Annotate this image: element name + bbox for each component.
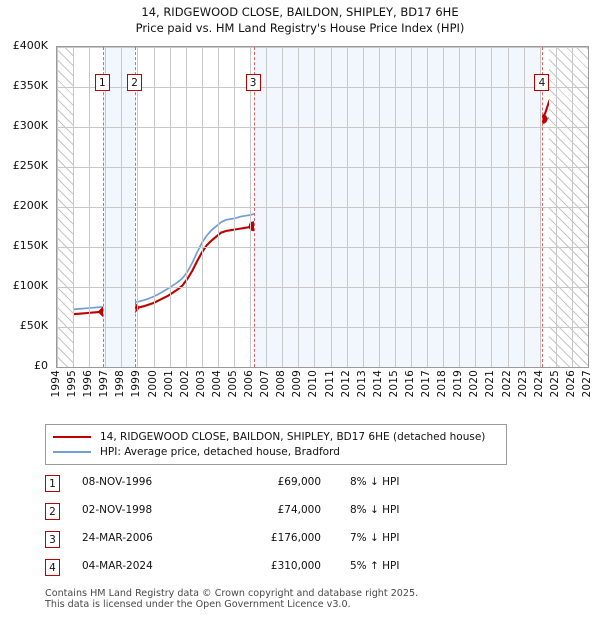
row-number-badge: 2 (45, 503, 60, 520)
y-axis-labels: £0 £50K £100K £150K £200K £250K £300K £350K £400… (0, 39, 52, 372)
x-axis-tick-label: 2014 (371, 370, 384, 398)
row-date: 02-NOV-1998 (82, 504, 153, 516)
x-axis-tick-label: 2008 (275, 370, 288, 398)
legend-label-property: 14, RIDGEWOOD CLOSE, BAILDON, SHIPLEY, B… (100, 430, 486, 443)
x-axis-tick-label: 2010 (307, 370, 320, 398)
x-axis-tick-label: 1998 (114, 370, 127, 398)
row-number-badge: 1 (45, 475, 60, 492)
x-axis-tick-label: 2006 (243, 370, 256, 398)
x-axis-tick-label: 2012 (339, 370, 352, 398)
y-axis-tick-label: £300K (12, 119, 48, 132)
row-hpi-delta: 8% ↓ HPI (350, 504, 400, 516)
row-date: 08-NOV-1996 (82, 476, 153, 488)
gridline-horizontal (57, 207, 588, 208)
x-axis-tick-label: 2017 (420, 370, 433, 398)
legend-swatch-property (53, 435, 91, 438)
gridline-horizontal (57, 327, 588, 328)
x-axis-tick-label: 1995 (66, 370, 79, 398)
y-axis-tick-label: £100K (12, 279, 48, 292)
x-axis-tick-label: 2000 (146, 370, 159, 398)
y-axis-tick-label: £200K (12, 199, 48, 212)
x-axis-tick-label: 2009 (291, 370, 304, 398)
x-axis-tick-label: 2011 (323, 370, 336, 398)
x-axis-tick-label: 2026 (564, 370, 577, 398)
footer-attribution: Contains HM Land Registry data © Crown c… (45, 588, 565, 610)
gridline-horizontal (57, 247, 588, 248)
event-badge-3[interactable]: 3 (245, 74, 261, 91)
x-axis-tick-label: 2007 (259, 370, 272, 398)
x-axis-labels: 1994 1995 1996 1997 1998 1999 2000 2001 2002 2003… (50, 370, 593, 416)
event-line-1 (102, 47, 104, 367)
x-axis-tick-label: 2021 (484, 370, 497, 398)
event-line-2 (135, 47, 137, 367)
y-axis-tick-label: £350K (12, 79, 48, 92)
footer-line-1: Contains HM Land Registry data © Crown c… (45, 588, 419, 599)
table-row: 3 24-MAR-2006 £176,000 7% ↓ HPI (45, 528, 465, 556)
x-axis-tick-label: 2003 (194, 370, 207, 398)
row-price: £310,000 (270, 560, 321, 572)
y-axis-tick-label: £150K (12, 239, 48, 252)
x-axis-tick-label: 1999 (130, 370, 143, 398)
row-date: 24-MAR-2006 (82, 532, 153, 544)
gridline-horizontal (57, 47, 588, 48)
y-axis-tick-label: £0 (34, 359, 48, 372)
table-row: 2 02-NOV-1998 £74,000 8% ↓ HPI (45, 500, 465, 528)
gridline-horizontal (57, 87, 588, 88)
y-axis-tick-label: £400K (12, 39, 48, 52)
legend-row: 14, RIDGEWOOD CLOSE, BAILDON, SHIPLEY, B… (53, 429, 499, 444)
table-row: 4 04-MAR-2024 £310,000 5% ↑ HPI (45, 556, 465, 584)
x-axis-tick-label: 2018 (436, 370, 449, 398)
row-date: 04-MAR-2024 (82, 560, 153, 572)
footer-line-2: This data is licensed under the Open Gov… (45, 599, 351, 610)
chart-legend: 14, RIDGEWOOD CLOSE, BAILDON, SHIPLEY, B… (45, 424, 507, 465)
event-line-3 (253, 47, 255, 367)
row-price: £176,000 (270, 532, 321, 544)
gridline-horizontal (57, 167, 588, 168)
row-price: £69,000 (277, 476, 321, 488)
row-number-badge: 4 (45, 559, 60, 576)
y-axis-tick-label: £250K (12, 159, 48, 172)
row-hpi-delta: 5% ↑ HPI (350, 560, 400, 572)
legend-swatch-hpi (53, 450, 91, 453)
x-axis-tick-label: 2016 (404, 370, 416, 398)
chart-container: £0 £50K £100K £150K £200K £250K £300K £350K £400… (0, 38, 600, 398)
x-axis-tick-label: 2025 (548, 370, 561, 398)
row-hpi-delta: 7% ↓ HPI (350, 532, 400, 544)
transactions-table: 1 08-NOV-1996 £69,000 8% ↓ HPI 2 02-NOV-… (45, 472, 465, 584)
x-axis-tick-label: 2013 (355, 370, 368, 398)
plot-inner (57, 47, 588, 367)
gridline-horizontal (57, 127, 588, 128)
x-axis-tick-label: 1994 (50, 370, 62, 398)
event-line-4 (542, 47, 544, 367)
event-badge-1[interactable]: 1 (94, 74, 110, 91)
x-axis-tick-label: 2027 (581, 370, 593, 398)
page-title: 14, RIDGEWOOD CLOSE, BAILDON, SHIPLEY, B… (0, 4, 600, 36)
x-axis-tick-label: 2024 (532, 370, 545, 398)
x-axis-tick-label: 2023 (516, 370, 529, 398)
gridline-horizontal (57, 287, 588, 288)
x-axis-tick-label: 2019 (452, 370, 465, 398)
title-line-1: 14, RIDGEWOOD CLOSE, BAILDON, SHIPLEY, B… (141, 5, 459, 19)
event-badge-2[interactable]: 2 (127, 74, 143, 91)
x-axis-tick-label: 2002 (178, 370, 191, 398)
row-price: £74,000 (277, 504, 321, 516)
event-badge-4[interactable]: 4 (534, 74, 550, 91)
y-axis-tick-label: £50K (19, 319, 48, 332)
row-hpi-delta: 8% ↓ HPI (350, 476, 400, 488)
legend-row: HPI: Average price, detached house, Brad… (53, 444, 499, 459)
x-axis-tick-label: 2022 (500, 370, 513, 398)
plot-area (56, 46, 589, 368)
table-row: 1 08-NOV-1996 £69,000 8% ↓ HPI (45, 472, 465, 500)
row-number-badge: 3 (45, 531, 60, 548)
x-axis-tick-label: 2001 (162, 370, 175, 398)
x-axis-tick-label: 2005 (227, 370, 239, 398)
title-line-2: Price paid vs. HM Land Registry's House … (135, 21, 465, 35)
x-axis-tick-label: 2015 (387, 370, 400, 398)
x-axis-tick-label: 2004 (210, 370, 223, 398)
x-axis-tick-label: 1997 (98, 370, 111, 398)
legend-label-hpi: HPI: Average price, detached house, Brad… (100, 445, 340, 458)
x-axis-tick-label: 1996 (82, 370, 95, 398)
x-axis-tick-label: 2020 (468, 370, 481, 398)
